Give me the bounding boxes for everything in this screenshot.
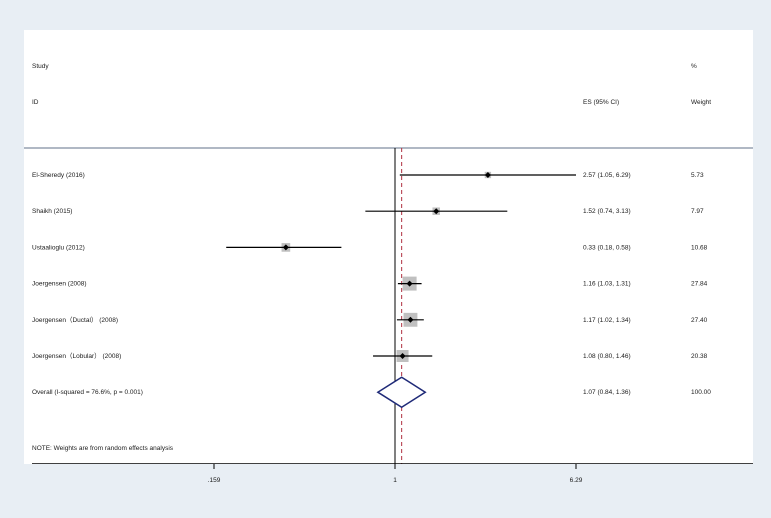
- x-tick-label: .159: [208, 477, 221, 484]
- point-estimate: [484, 172, 491, 178]
- es-ci-value: 1.16 (1.03, 1.31): [583, 281, 631, 288]
- header-percent: %: [691, 63, 697, 70]
- study-label: Shaikh (2015): [32, 208, 72, 215]
- overall-weight-value: 100.00: [691, 389, 711, 396]
- weight-value: 27.40: [691, 317, 708, 324]
- point-estimate: [406, 280, 413, 287]
- es-ci-value: 1.17 (1.02, 1.34): [583, 317, 631, 324]
- study-label: Joergensen (2008): [32, 281, 87, 288]
- header-study: Study: [32, 63, 49, 70]
- overall-es-ci-value: 1.07 (0.84, 1.36): [583, 389, 631, 396]
- weight-value: 5.73: [691, 172, 704, 179]
- point-estimate: [282, 244, 289, 251]
- es-ci-value: 1.52 (0.74, 3.13): [583, 208, 631, 215]
- forest-plot: Study ID ES (95% CI) % Weight NOTE: Weig…: [24, 30, 753, 464]
- header-weight: Weight: [691, 99, 711, 106]
- overall-diamond: [376, 376, 427, 409]
- forest-plot-svg: Study ID ES (95% CI) % Weight NOTE: Weig…: [24, 63, 753, 464]
- point-estimate: [399, 353, 406, 359]
- weight-value: 7.97: [691, 208, 704, 215]
- header-id: ID: [32, 99, 39, 106]
- point-estimate: [407, 316, 414, 323]
- point-estimate: [433, 208, 440, 215]
- study-label: El-Sheredy (2016): [32, 172, 85, 179]
- header-es: ES (95% CI): [583, 99, 619, 106]
- x-tick-label: 1: [393, 477, 397, 484]
- es-ci-value: 2.57 (1.05, 6.29): [583, 172, 631, 179]
- study-label: Joergensen（Lobular） (2008): [32, 352, 121, 360]
- study-label: Joergensen（Ductal） (2008): [32, 316, 118, 324]
- x-tick-label: 6.29: [570, 477, 583, 484]
- study-label: Ustaalioglu (2012): [32, 244, 85, 251]
- overall-label: Overall (I-squared = 76.6%, p = 0.001): [32, 389, 143, 396]
- es-ci-value: 0.33 (0.18, 0.58): [583, 244, 631, 251]
- note-text: NOTE: Weights are from random effects an…: [32, 445, 174, 452]
- weight-value: 10.68: [691, 244, 708, 251]
- weight-value: 20.38: [691, 353, 708, 360]
- es-ci-value: 1.08 (0.80, 1.46): [583, 353, 631, 360]
- weight-value: 27.84: [691, 281, 708, 288]
